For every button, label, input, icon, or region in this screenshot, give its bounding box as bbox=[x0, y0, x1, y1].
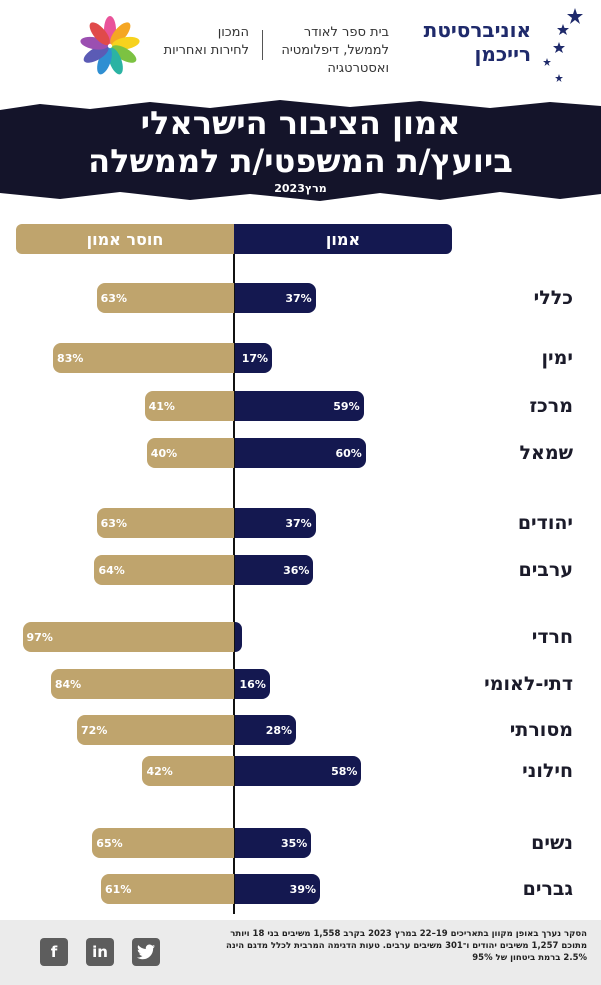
distrust-bar: 42% bbox=[142, 756, 234, 786]
note-line: הסקר נערך באופן מקוון בתאריכים 19–22 במר… bbox=[230, 929, 587, 939]
distrust-bar: 63% bbox=[96, 283, 234, 313]
trust-bar: 60% bbox=[235, 438, 366, 468]
trust-value-label: 37% bbox=[285, 291, 312, 305]
category-label: כללי bbox=[533, 287, 573, 309]
category-label: מסורתי bbox=[509, 719, 573, 741]
university-name: אוניברסיטת רייכמן bbox=[424, 18, 531, 66]
note-line: מתוכם 1,257 משיבים יהודים ו־301 משיבים ע… bbox=[226, 941, 587, 951]
distrust-value-label: 63% bbox=[100, 516, 127, 530]
distrust-bar: 84% bbox=[50, 669, 234, 699]
trust-bar: 16% bbox=[235, 669, 270, 699]
center-axis bbox=[233, 254, 235, 914]
distrust-bar: 40% bbox=[146, 438, 234, 468]
category-label: חילוני bbox=[522, 760, 573, 782]
distrust-bar: 61% bbox=[101, 874, 234, 904]
distrust-value-label: 61% bbox=[105, 882, 132, 896]
header-divider bbox=[262, 30, 263, 60]
distrust-value-label: 41% bbox=[148, 399, 175, 413]
distrust-value-label: 65% bbox=[96, 836, 123, 850]
trust-value-label: 39% bbox=[289, 882, 317, 896]
institute-name: המכון לחירות ואחריות bbox=[164, 24, 249, 60]
trust-bar: 28% bbox=[235, 715, 297, 745]
trust-value-label: 36% bbox=[283, 563, 310, 577]
distrust-value-label: 84% bbox=[54, 677, 82, 691]
university-line1: אוניברסיטת bbox=[423, 18, 531, 42]
trust-bar: 39% bbox=[235, 874, 321, 904]
trust-value-label: 28% bbox=[265, 723, 293, 737]
distrust-bar: 72% bbox=[77, 715, 234, 745]
diverging-bar-chart: חוסר אמון אמון 63% 37% כללי 83% 17% ימין 41% 59… bbox=[0, 206, 601, 920]
facebook-icon[interactable]: f bbox=[40, 938, 68, 966]
distrust-bar: 97% bbox=[22, 622, 234, 652]
header: אוניברסיטת רייכמן בית ספר לאודר לממשל, ד… bbox=[0, 0, 601, 96]
trust-value-label: 17% bbox=[241, 351, 269, 365]
chart-title: אמון הציבור הישראלי ביועץ/ת המשפטי/ת לממ… bbox=[0, 104, 601, 180]
school-name: בית ספר לאודר לממשל, דיפלומטיה ואסטרטגיה bbox=[281, 24, 389, 78]
trust-bar: 59% bbox=[235, 391, 364, 421]
trust-bar: 58% bbox=[235, 756, 362, 786]
distrust-bar: 41% bbox=[144, 391, 234, 421]
trust-value-label: 58% bbox=[331, 764, 358, 778]
footer: הסקר נערך באופן מקוון בתאריכים 19–22 במר… bbox=[0, 920, 601, 985]
twitter-icon[interactable] bbox=[132, 938, 160, 966]
school-line: בית ספר לאודר bbox=[303, 25, 389, 40]
title-line1: אמון הציבור הישראלי bbox=[140, 104, 461, 142]
institute-line: המכון bbox=[217, 25, 249, 40]
methodology-note: הסקר נערך באופן מקוון בתאריכים 19–22 במר… bbox=[167, 928, 587, 964]
institute-logo-icon bbox=[80, 16, 140, 75]
trust-bar: 37% bbox=[235, 508, 316, 538]
school-line: לממשל, דיפלומטיה bbox=[281, 43, 389, 58]
category-label: חרדי bbox=[531, 626, 573, 648]
trust-value-label: 37% bbox=[285, 516, 312, 530]
distrust-bar: 65% bbox=[92, 828, 234, 858]
distrust-value-label: 97% bbox=[26, 630, 53, 644]
stars-icon bbox=[543, 8, 583, 82]
trust-value-label: 59% bbox=[333, 399, 360, 413]
title-banner bbox=[0, 100, 601, 201]
title-line2: ביועץ/ת המשפטי/ת לממשלה bbox=[88, 142, 513, 180]
trust-value-label: 60% bbox=[335, 446, 362, 460]
distrust-value-label: 72% bbox=[81, 723, 108, 737]
category-label: שמאל bbox=[519, 442, 573, 464]
institute-line: לחירות ואחריות bbox=[163, 43, 249, 58]
trust-bar: 17% bbox=[235, 343, 273, 373]
linkedin-icon[interactable]: in bbox=[86, 938, 114, 966]
survey-date: מרץ2023 bbox=[274, 182, 327, 195]
legend-distrust: חוסר אמון bbox=[16, 224, 234, 254]
distrust-value-label: 42% bbox=[146, 764, 173, 778]
distrust-value-label: 83% bbox=[57, 351, 84, 365]
trust-bar: 37% bbox=[235, 283, 316, 313]
category-label: יהודים bbox=[517, 512, 573, 534]
trust-bar: 35% bbox=[235, 828, 312, 858]
trust-value-label: 35% bbox=[280, 836, 308, 850]
university-line2: רייכמן bbox=[474, 42, 531, 66]
category-label: גברים bbox=[522, 878, 573, 900]
category-label: ערבים bbox=[518, 559, 573, 581]
distrust-value-label: 63% bbox=[100, 291, 127, 305]
category-label: דתי-לאומי bbox=[484, 673, 573, 695]
distrust-value-label: 40% bbox=[150, 446, 178, 460]
category-label: ימין bbox=[541, 347, 573, 369]
category-label: נשים bbox=[531, 832, 573, 854]
distrust-bar: 63% bbox=[96, 508, 234, 538]
school-line: ואסטרטגיה bbox=[327, 61, 389, 76]
distrust-bar: 64% bbox=[94, 555, 234, 585]
trust-value-label: 16% bbox=[239, 677, 266, 691]
trust-bar: 36% bbox=[235, 555, 314, 585]
note-line: 2.5% ברמת ביטחון של 95% bbox=[472, 953, 587, 963]
distrust-bar: 83% bbox=[53, 343, 234, 373]
trust-bar bbox=[235, 622, 242, 652]
distrust-value-label: 64% bbox=[98, 563, 125, 577]
legend-trust: אמון bbox=[234, 224, 452, 254]
category-label: מרכז bbox=[529, 395, 573, 417]
